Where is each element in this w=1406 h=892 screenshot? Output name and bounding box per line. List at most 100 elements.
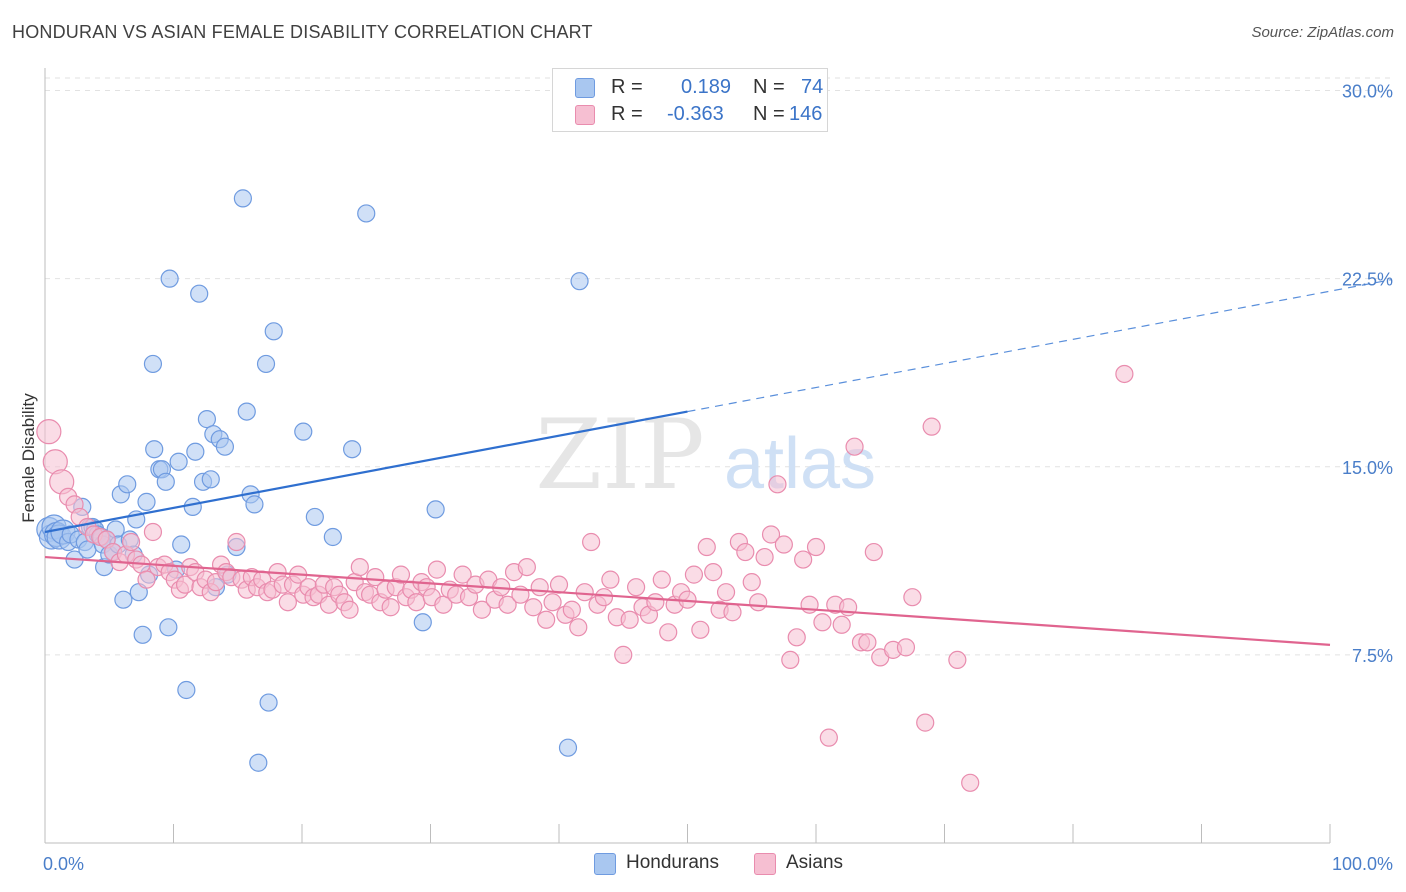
legend-n-label: N = [753,76,785,98]
asian-point [806,537,826,557]
y-tick-label: 7.5% [1352,646,1393,666]
legend-r-label: R = [611,76,643,98]
asian-point [704,563,723,582]
asian-point [659,623,678,642]
asian-point [749,593,768,612]
asian-point [794,550,813,569]
asian-point [774,535,793,554]
asian-point [819,728,838,747]
honduran-point [143,354,163,374]
honduran-point [118,475,137,494]
asian-point [691,620,710,639]
asian-point [755,547,774,567]
asian-point [543,593,562,612]
trend-layer [44,278,1393,646]
asian-point [227,532,246,552]
honduran-point [343,440,362,459]
honduran-trend-line [44,410,688,534]
asian-point [472,600,491,619]
asian-point [582,532,601,552]
asian-point [427,560,447,579]
asian-point [948,650,967,670]
labels-layer: Female Disability 7.5% 15.0% 22.5% 30.0% 0.0… [19,82,1393,874]
honduran-point [323,527,342,547]
asian-point [736,542,755,562]
asian-point [961,773,980,792]
asian-point [922,417,941,436]
legend-swatch-asians [575,105,595,125]
asian-point [391,565,411,584]
asian-point [453,565,472,584]
honduran-point [133,625,152,644]
honduran-point [264,322,283,341]
asian-point [813,613,832,632]
asian-point [742,573,761,592]
asian-point [864,542,883,562]
watermark-atlas: atlas [724,424,876,504]
honduran-point [78,540,97,559]
asian-point [350,557,369,577]
asian-point [781,650,800,670]
honduran-point [197,410,217,429]
asian-point [498,595,517,614]
asian-point [697,537,716,557]
asian-point [278,593,297,612]
y-tick-label: 30.0% [1342,82,1393,102]
watermark: ZIP atlas [535,399,876,511]
asian-point [903,588,922,607]
honduran-point [190,284,209,303]
asian-point [549,575,569,594]
asian-point [594,588,614,607]
honduran-point [256,354,276,374]
honduran-point [137,492,156,511]
honduran-trend-extension [687,278,1393,413]
asian-point [614,645,633,664]
y-tick-label: 15.0% [1342,458,1393,478]
asian-point [366,568,385,587]
honduran-point [237,402,256,421]
y-tick-label: 22.5% [1342,270,1393,290]
honduran-point [183,497,202,517]
honduran-point [294,422,313,441]
asian-point [530,578,549,597]
asian-point [787,628,806,647]
asian-point [407,593,426,612]
asian-point [143,522,163,542]
asian-point [517,557,536,577]
asian-point [716,583,736,602]
honduran-point [186,442,205,461]
asian-point [723,603,742,622]
x-tick-label: 100.0% [1332,854,1393,874]
honduran-point [249,753,268,772]
asian-point [434,595,453,614]
bottom-legend-label: Asians [786,852,844,873]
asian-point [845,437,864,456]
legend-r-value: 0.189 [681,76,732,98]
asian-point [858,633,877,652]
bottom-legend-swatch-asians [754,853,776,875]
honduran-point [426,500,445,519]
honduran-point [156,472,175,491]
honduran-point [114,590,133,609]
asian-trend-line [44,555,1331,646]
asian-point [684,565,704,584]
asian-point [652,570,671,589]
legend-n-value: 146 [789,103,823,125]
honduran-point [145,440,164,459]
asian-point [832,615,851,634]
asian-point [761,525,781,544]
honduran-point [201,470,220,489]
asian-point [896,638,916,657]
bottom-legend-swatch-hondurans [594,853,616,875]
honduran-point [177,680,196,700]
asian-point [575,583,594,602]
legend-r-value: -0.363 [667,103,724,125]
honduran-point [558,738,578,757]
honduran-point [570,272,589,291]
asian-point [340,600,359,619]
asian-point [537,610,556,629]
honduran-point [245,495,264,514]
asian-point [381,598,400,617]
asian-point [569,618,588,637]
